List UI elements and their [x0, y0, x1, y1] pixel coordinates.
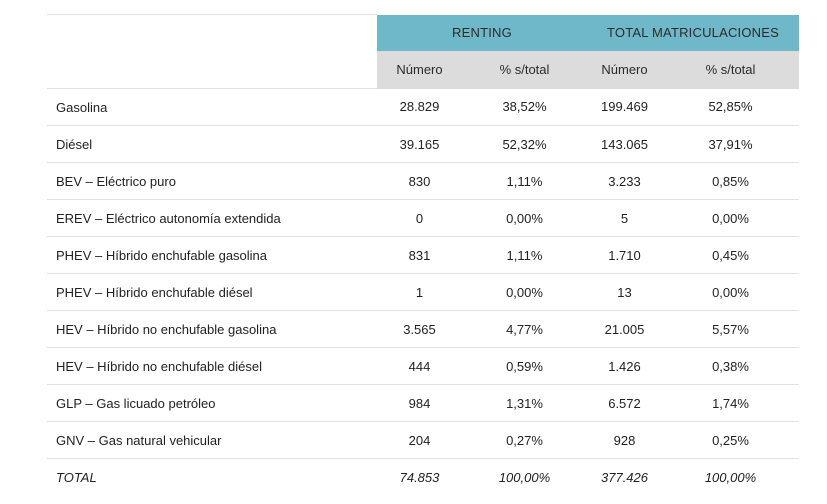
- row-label: Gasolina: [47, 88, 377, 126]
- group-header-row: RENTING TOTAL MATRICULACIONES: [47, 14, 799, 51]
- renting-number-cell: 28.829: [377, 88, 462, 126]
- table-row: PHEV – Híbrido enchufable diésel 1 0,00% 13…: [47, 273, 799, 311]
- table-row: PHEV – Híbrido enchufable gasolina 831 1,1…: [47, 236, 799, 274]
- total-percent-cell: 52,85%: [662, 88, 799, 126]
- table-row: HEV – Híbrido no enchufable diésel 444 0,5…: [47, 347, 799, 385]
- total-number-cell: 21.005: [587, 310, 662, 348]
- total-number-cell: 1.426: [587, 347, 662, 385]
- renting-percent-cell: 1,11%: [462, 162, 587, 200]
- table-row: GLP – Gas licuado petróleo 984 1,31% 6.572 1…: [47, 384, 799, 422]
- table-row: EREV – Eléctrico autonomía extendida 0 0,0…: [47, 199, 799, 237]
- sub-header-row: Número % s/total Número % s/total: [47, 51, 799, 89]
- renting-number-cell: 830: [377, 162, 462, 200]
- sub-header-blank-cell: [47, 51, 377, 89]
- renting-number-cell: 1: [377, 273, 462, 311]
- total-percent-cell: 5,57%: [662, 310, 799, 348]
- sub-header-renting-number: Número: [377, 51, 462, 89]
- renting-number-cell: 444: [377, 347, 462, 385]
- row-label: GNV – Gas natural vehicular: [47, 421, 377, 459]
- total-percent-cell: 0,85%: [662, 162, 799, 200]
- total-renting-percent-cell: 100,00%: [498, 469, 551, 485]
- renting-percent-cell: 0,59%: [462, 347, 587, 385]
- total-number-cell: 199.469: [587, 88, 662, 126]
- sub-header-renting-percent: % s/total: [462, 51, 587, 89]
- total-number-cell: 1.710: [587, 236, 662, 274]
- renting-percent-cell: 1,11%: [462, 236, 587, 274]
- table-row: GNV – Gas natural vehicular 204 0,27% 928 0,…: [47, 421, 799, 459]
- total-percent-cell: 0,45%: [662, 236, 799, 274]
- row-label: PHEV – Híbrido enchufable diésel: [47, 273, 377, 311]
- total-percent-cell: 37,91%: [662, 125, 799, 163]
- sub-header-total-number: Número: [587, 51, 662, 89]
- renting-number-cell: 204: [377, 421, 462, 459]
- renting-percent-cell: 1,31%: [462, 384, 587, 422]
- group-header-total-registrations: TOTAL MATRICULACIONES: [587, 14, 799, 51]
- table-body: Gasolina 28.829 38,52% 199.469 52,85% Diésel 3…: [47, 88, 799, 496]
- total-percent-cell: 1,74%: [662, 384, 799, 422]
- total-number-cell: 5: [587, 199, 662, 237]
- total-row-label: TOTAL: [56, 469, 97, 485]
- row-label: PHEV – Híbrido enchufable gasolina: [47, 236, 377, 274]
- total-number-cell: 143.065: [587, 125, 662, 163]
- table-header: RENTING TOTAL MATRICULACIONES Número % s…: [47, 14, 799, 89]
- renting-number-cell: 831: [377, 236, 462, 274]
- total-row: TOTAL 74.853 100,00% 377.426 100,00%: [47, 459, 799, 496]
- renting-percent-cell: 4,77%: [462, 310, 587, 348]
- renting-percent-cell: 0,00%: [462, 273, 587, 311]
- total-number-cell: 3.233: [587, 162, 662, 200]
- renting-number-cell: 0: [377, 199, 462, 237]
- total-total-percent-cell: 100,00%: [704, 469, 757, 485]
- row-label: HEV – Híbrido no enchufable diésel: [47, 347, 377, 385]
- renting-percent-cell: 38,52%: [462, 88, 587, 126]
- row-label: BEV – Eléctrico puro: [47, 162, 377, 200]
- total-number-cell: 928: [587, 421, 662, 459]
- row-label: GLP – Gas licuado petróleo: [47, 384, 377, 422]
- total-renting-number-cell: 74.853: [399, 469, 440, 485]
- renting-number-cell: 3.565: [377, 310, 462, 348]
- row-label: Diésel: [47, 125, 377, 163]
- header-blank-cell: [47, 14, 377, 51]
- group-header-renting: RENTING: [377, 14, 587, 51]
- renting-percent-cell: 52,32%: [462, 125, 587, 163]
- total-percent-cell: 0,00%: [662, 199, 799, 237]
- registrations-table: RENTING TOTAL MATRICULACIONES Número % s…: [47, 14, 799, 495]
- table-row: HEV – Híbrido no enchufable gasolina 3.56…: [47, 310, 799, 348]
- total-number-cell: 6.572: [587, 384, 662, 422]
- renting-number-cell: 984: [377, 384, 462, 422]
- table-row: Gasolina 28.829 38,52% 199.469 52,85%: [47, 88, 799, 126]
- table-row: Diésel 39.165 52,32% 143.065 37,91%: [47, 125, 799, 163]
- total-percent-cell: 0,25%: [662, 421, 799, 459]
- row-label: HEV – Híbrido no enchufable gasolina: [47, 310, 377, 348]
- renting-percent-cell: 0,00%: [462, 199, 587, 237]
- renting-percent-cell: 0,27%: [462, 421, 587, 459]
- table-row: BEV – Eléctrico puro 830 1,11% 3.233 0,85%: [47, 162, 799, 200]
- total-percent-cell: 0,00%: [662, 273, 799, 311]
- renting-number-cell: 39.165: [377, 125, 462, 163]
- registrations-table-container: RENTING TOTAL MATRICULACIONES Número % s…: [47, 14, 799, 495]
- sub-header-total-percent: % s/total: [662, 51, 799, 89]
- row-label: EREV – Eléctrico autonomía extendida: [47, 199, 377, 237]
- total-total-number-cell: 377.426: [601, 469, 648, 485]
- total-number-cell: 13: [587, 273, 662, 311]
- total-percent-cell: 0,38%: [662, 347, 799, 385]
